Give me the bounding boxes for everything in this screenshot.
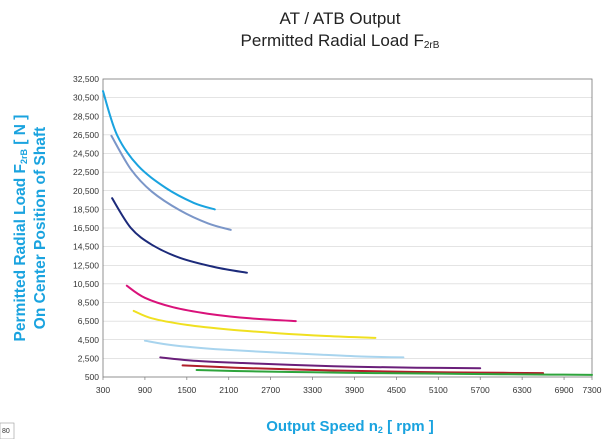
y-title-subscript: 2rB xyxy=(19,149,29,165)
y-tick-label: 500 xyxy=(85,372,99,382)
y-axis-title: Permitted Radial Load F2rB [ N ] On Cent… xyxy=(12,115,49,342)
corner-note: 80 xyxy=(0,422,15,439)
y-title-tail: [ N ] xyxy=(12,115,29,149)
x-tick-label: 4500 xyxy=(387,385,406,395)
subtitle-main: Permitted Radial Load F xyxy=(241,31,424,50)
x-tick-label: 3300 xyxy=(303,385,322,395)
x-tick-label: 7300 xyxy=(583,385,602,395)
series-line-2 xyxy=(110,134,232,231)
chart-title: AT / ATB Output xyxy=(280,9,401,28)
x-tick-label: 1500 xyxy=(177,385,196,395)
x-tick-label: 5700 xyxy=(471,385,490,395)
y-tick-label: 16,500 xyxy=(73,223,99,233)
x-tick-label: 300 xyxy=(96,385,110,395)
series-line-7 xyxy=(159,356,482,370)
y-tick-label: 4,500 xyxy=(78,335,100,345)
x-axis-title: Output Speed n2 [ rpm ] xyxy=(266,418,434,435)
y-tick-label: 14,500 xyxy=(73,242,99,252)
series-line-5 xyxy=(132,309,377,339)
x-title-tail: [ rpm ] xyxy=(383,418,434,435)
y-tick-label: 22,500 xyxy=(73,167,99,177)
series-line-1 xyxy=(102,90,216,211)
series-line-9 xyxy=(195,369,593,376)
x-tick-label: 5100 xyxy=(429,385,448,395)
grid xyxy=(103,97,592,359)
y-title-main: Permitted Radial Load F xyxy=(12,164,29,341)
plot-frame xyxy=(102,78,593,378)
x-tick-label: 6900 xyxy=(555,385,574,395)
y-tick-label: 28,500 xyxy=(73,111,99,121)
series xyxy=(102,90,593,376)
x-tick-label: 3900 xyxy=(345,385,364,395)
series-line-3 xyxy=(111,197,248,274)
series-line-8 xyxy=(181,364,545,375)
y-tick-label: 24,500 xyxy=(73,149,99,159)
y-tick-label: 32,500 xyxy=(73,74,99,84)
chart-subtitle: Permitted Radial Load F2rB xyxy=(241,31,440,51)
corner-note-text: 80 xyxy=(2,428,10,435)
x-tick-label: 2700 xyxy=(261,385,280,395)
y-tick-label: 8,500 xyxy=(78,298,100,308)
corner-note-box xyxy=(0,422,15,439)
y-axis-ticks: 500 2,500 4,500 6,500 8,500 10,500 12,500 14,50… xyxy=(73,74,99,382)
y-tick-label: 12,500 xyxy=(73,260,99,270)
y-tick-label: 18,500 xyxy=(73,204,99,214)
series-line-6 xyxy=(143,339,405,359)
x-tick-label: 2100 xyxy=(219,385,238,395)
y-tick-label: 2,500 xyxy=(78,353,100,363)
y-tick-label: 6,500 xyxy=(78,316,100,326)
y-title-line1: Permitted Radial Load F2rB [ N ] xyxy=(12,115,29,342)
x-tick-label: 6300 xyxy=(513,385,532,395)
x-axis-ticks: 300 900 1500 2100 2700 3300 3900 4500 5100 5700 63… xyxy=(96,377,602,395)
y-tick-label: 20,500 xyxy=(73,186,99,196)
y-tick-label: 10,500 xyxy=(73,279,99,289)
y-tick-label: 26,500 xyxy=(73,130,99,140)
x-tick-label: 900 xyxy=(138,385,152,395)
y-title-line2: On Center Position of Shaft xyxy=(32,127,49,329)
x-title-subscript: 2 xyxy=(378,425,383,435)
subtitle-subscript: 2rB xyxy=(424,40,440,51)
x-title-main: Output Speed n xyxy=(266,418,378,435)
series-line-4 xyxy=(125,284,297,323)
y-tick-label: 30,500 xyxy=(73,93,99,103)
